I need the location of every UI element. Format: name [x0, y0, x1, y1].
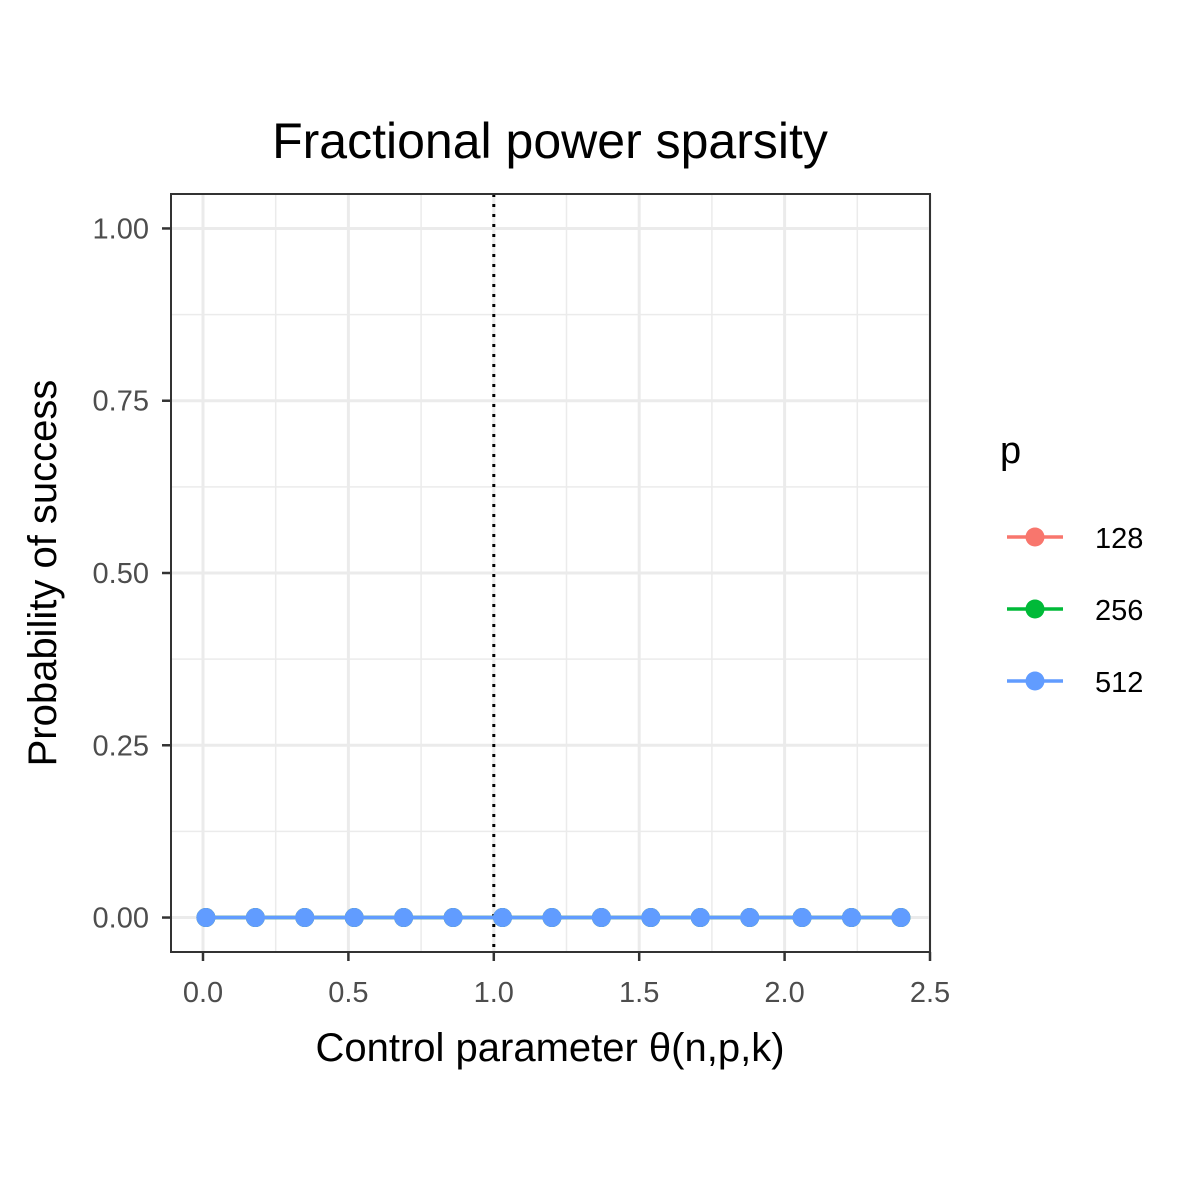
data-point: [245, 908, 265, 928]
data-point: [493, 908, 513, 928]
x-tick-label: 1.5: [619, 977, 659, 1009]
x-tick-label: 2.5: [910, 977, 950, 1009]
data-point: [792, 908, 812, 928]
y-axis-title: Probability of success: [21, 380, 65, 767]
y-tick-label: 0.00: [93, 903, 149, 935]
legend-label: 128: [1095, 523, 1143, 555]
legend-label: 512: [1095, 667, 1143, 699]
data-point: [591, 908, 611, 928]
data-point: [196, 908, 216, 928]
data-point: [295, 908, 315, 928]
legend-item-256: 256: [1007, 595, 1143, 627]
series-layer: [196, 908, 911, 928]
x-axis-title: Control parameter θ(n,p,k): [315, 1026, 784, 1070]
data-point: [891, 908, 911, 928]
legend-item-512: 512: [1007, 667, 1143, 699]
data-point: [443, 908, 463, 928]
data-point: [690, 908, 710, 928]
data-point: [394, 908, 414, 928]
y-tick-label: 0.25: [93, 730, 149, 762]
axes: 0.0 0.5 1.0 1.5 2.0 2.5 0.00 0.25 0.50 0.75 1.00: [93, 213, 951, 1009]
data-point: [740, 908, 760, 928]
x-tick-label: 0.0: [183, 977, 223, 1009]
x-tick-label: 1.0: [474, 977, 514, 1009]
chart-title: Fractional power sparsity: [272, 113, 828, 169]
x-tick-label: 2.0: [764, 977, 804, 1009]
legend-title: p: [1000, 430, 1021, 472]
grid: [171, 194, 932, 952]
data-point: [542, 908, 562, 928]
data-point: [344, 908, 364, 928]
legend-key-point: [1025, 671, 1045, 691]
y-tick-label: 0.75: [93, 386, 149, 418]
legend-key-point: [1025, 527, 1045, 547]
y-tick-label: 0.50: [93, 558, 149, 590]
legend-label: 256: [1095, 595, 1143, 627]
data-point: [841, 908, 861, 928]
legend-item-128: 128: [1007, 523, 1143, 555]
legend: p 128 256 512: [1000, 430, 1143, 699]
series-512: [196, 908, 911, 928]
x-tick-label: 0.5: [328, 977, 368, 1009]
data-point: [641, 908, 661, 928]
y-tick-label: 1.00: [93, 213, 149, 245]
legend-key-point: [1025, 599, 1045, 619]
